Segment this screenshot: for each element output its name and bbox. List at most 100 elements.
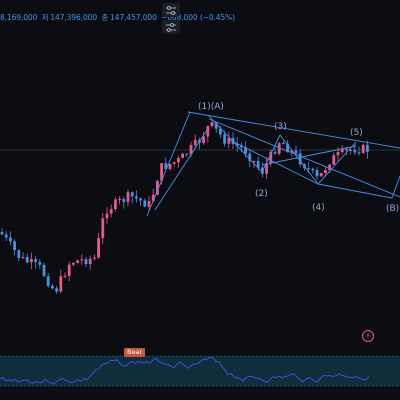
- candle-body: [193, 139, 197, 146]
- wave-path[interactable]: [208, 115, 357, 185]
- candle-body: [290, 150, 294, 153]
- candle-body: [361, 144, 365, 153]
- ohlc-high: 147,396,000: [50, 13, 98, 22]
- candle-body: [105, 213, 109, 219]
- candle-body: [282, 143, 285, 145]
- candle-body: [38, 262, 42, 265]
- ohlc-open: 8,169,000: [0, 13, 38, 22]
- candle-body: [164, 163, 168, 169]
- candle-body: [248, 153, 252, 162]
- wave-label-3: (3): [274, 122, 287, 132]
- candle-body: [328, 164, 331, 171]
- candle-body: [332, 155, 336, 165]
- candle-body: [30, 259, 33, 263]
- oscillator-panel[interactable]: [0, 352, 400, 400]
- candle-body: [366, 144, 369, 152]
- candle-body: [315, 170, 319, 177]
- wedge-line-right[interactable]: [154, 129, 208, 211]
- object-tree-button[interactable]: [162, 20, 180, 34]
- candle-body: [88, 258, 92, 264]
- candle-body: [252, 161, 256, 163]
- candle-body: [265, 163, 268, 174]
- candle-body: [147, 201, 151, 207]
- candle-body: [340, 148, 344, 153]
- candle-body: [9, 237, 12, 242]
- oscillator-line: [0, 356, 370, 385]
- wave-label-b: (B): [386, 204, 399, 214]
- candle-body: [101, 218, 105, 239]
- candle-body: [168, 163, 172, 169]
- candle-body: [97, 238, 100, 258]
- candle-body: [294, 150, 298, 154]
- candle-body: [84, 259, 88, 264]
- ohlc-readout: 8,169,000 저 147,396,000 종 147,457,000 −668…: [0, 12, 237, 23]
- candle-body: [269, 151, 273, 164]
- candle-body: [357, 152, 361, 154]
- candle-body: [324, 170, 327, 173]
- candle-body: [210, 121, 214, 127]
- elliott-wave-drawing[interactable]: [146, 111, 400, 217]
- chart-header: 8,169,000 저 147,396,000 종 147,457,000 −668…: [0, 0, 400, 36]
- candle-body: [223, 134, 226, 144]
- ohlc-high-prefix: 저: [41, 13, 49, 22]
- candle-body: [240, 145, 243, 148]
- candle-body: [311, 168, 315, 171]
- object-tree-icon: [166, 22, 176, 32]
- candle-body: [353, 149, 357, 153]
- candle-body: [202, 136, 205, 143]
- candle-body: [206, 126, 210, 137]
- bear-badge: Bear: [124, 348, 146, 357]
- candle-body: [139, 198, 142, 201]
- candle-body: [126, 192, 130, 202]
- candle-body: [4, 234, 8, 238]
- candle-body: [130, 192, 134, 197]
- wave-channel-top[interactable]: [261, 145, 357, 166]
- ohlc-change: −668,000 (−0.45%): [161, 13, 235, 22]
- candle-body: [114, 199, 117, 210]
- candle-body: [244, 147, 247, 154]
- wave-b-leg[interactable]: [317, 183, 393, 199]
- candle-body: [46, 276, 50, 286]
- wave-label-4: (4): [312, 203, 325, 213]
- candle-body: [277, 143, 281, 154]
- indicator-settings-icon: [166, 5, 176, 15]
- candle-body: [214, 121, 218, 129]
- candle-body: [235, 143, 239, 146]
- wave-label-5: (5): [350, 128, 363, 138]
- candle-body: [298, 153, 302, 165]
- candle-body: [109, 209, 113, 214]
- candle-body: [135, 196, 138, 199]
- candle-body: [17, 250, 21, 259]
- candle-body: [13, 241, 16, 251]
- candle-body: [72, 262, 75, 265]
- indicator-settings-button[interactable]: [162, 3, 180, 17]
- candle-body: [55, 288, 58, 292]
- candle-body: [177, 157, 180, 163]
- candle-body: [76, 260, 79, 263]
- candle-body: [160, 163, 163, 181]
- candle-body: [185, 153, 189, 155]
- candle-body: [349, 149, 352, 151]
- candle-body: [42, 264, 46, 277]
- upper-trend-line[interactable]: [187, 111, 400, 149]
- candle-body: [34, 259, 37, 263]
- candle-body: [219, 128, 222, 135]
- candle-body: [273, 151, 277, 154]
- wave-b-return[interactable]: [391, 175, 400, 199]
- candle-body: [151, 194, 155, 202]
- lower-trend-line[interactable]: [208, 118, 400, 198]
- candle-body: [172, 162, 176, 164]
- candle-body: [189, 145, 193, 155]
- candle-body: [122, 198, 126, 202]
- candle-body: [319, 172, 323, 177]
- wave-channel-base[interactable]: [229, 139, 319, 185]
- candle-body: [80, 259, 84, 261]
- candle-body: [0, 232, 4, 235]
- price-chart[interactable]: (1)(A) (2) (3) (4) (5) (B): [0, 0, 400, 352]
- candle-body: [67, 264, 71, 276]
- alert-icon[interactable]: ⚡: [362, 330, 374, 342]
- ohlc-close: 147,457,000: [110, 13, 157, 22]
- candle-body: [345, 148, 348, 150]
- candle-body: [256, 161, 260, 168]
- wedge-line-left[interactable]: [146, 111, 191, 217]
